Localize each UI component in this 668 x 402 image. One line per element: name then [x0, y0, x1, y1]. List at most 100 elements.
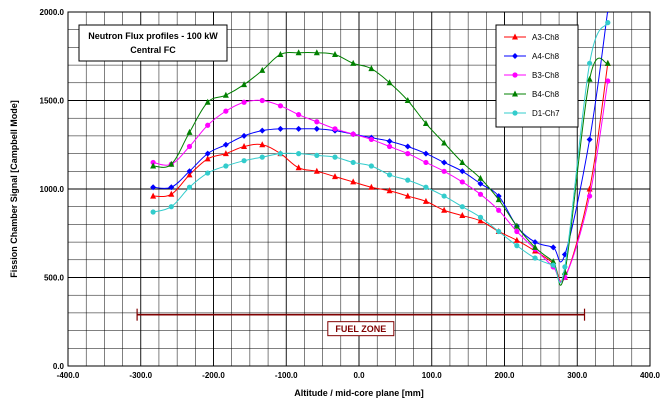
data-point-a3-ch8	[150, 192, 157, 199]
x-tick-label: 0.0	[353, 371, 365, 380]
data-point-b3-ch8	[368, 136, 374, 143]
data-point-b3-ch8	[496, 207, 502, 213]
data-point-a3-ch8	[168, 190, 175, 197]
legend-marker	[512, 33, 518, 40]
data-point-b3-ch8	[277, 103, 284, 109]
data-point-b3-ch8	[459, 179, 465, 185]
data-point-b4-ch8	[241, 81, 248, 88]
data-point-a4-ch8	[204, 150, 211, 157]
data-point-b3-ch8	[241, 99, 247, 105]
data-point-a3-ch8	[259, 141, 266, 148]
data-point-a4-ch8	[277, 125, 284, 132]
x-tick-label: 200.0	[494, 371, 515, 380]
data-point-a4-ch8	[404, 143, 411, 150]
fuel-zone-label-box	[327, 321, 395, 337]
data-point-d1-ch7	[277, 151, 284, 157]
series-line-b3-ch8	[153, 80, 609, 283]
chart-title-box: Neutron Flux profiles - 100 kW Central F…	[78, 24, 228, 62]
data-point-b3-ch8	[259, 97, 265, 104]
chart-title-line-1: Neutron Flux profiles - 100 kW	[88, 31, 218, 41]
plot-frame	[67, 11, 651, 367]
legend-item-a4-ch8: A4-Ch8	[504, 52, 560, 61]
data-point-d1-ch7	[441, 193, 447, 199]
y-axis-ticks: 0.0 500.0 1000.0 1500.0 2000.0	[40, 8, 65, 371]
data-point-d1-ch7	[605, 20, 611, 26]
data-point-b3-ch8	[423, 159, 429, 166]
data-point-b4-ch8	[331, 50, 338, 57]
data-point-d1-ch7	[350, 159, 356, 166]
y-tick-label: 500.0	[44, 274, 65, 283]
data-point-d1-ch7	[186, 184, 193, 190]
data-point-a3-ch8	[186, 171, 193, 178]
data-point-d1-ch7	[168, 204, 174, 210]
x-tick-label: -200.0	[202, 371, 225, 380]
data-point-b4-ch8	[604, 59, 611, 66]
data-point-b3-ch8	[296, 112, 302, 118]
data-point-d1-ch7	[532, 255, 538, 261]
data-point-d1-ch7	[477, 214, 484, 220]
data-point-b4-ch8	[422, 120, 429, 127]
data-point-a4-ch8	[241, 132, 248, 139]
data-point-d1-ch7	[332, 154, 338, 160]
data-point-d1-ch7	[550, 262, 556, 268]
data-point-d1-ch7	[296, 151, 302, 157]
data-point-b3-ch8	[386, 143, 393, 150]
data-point-d1-ch7	[405, 177, 411, 183]
data-point-b4-ch8	[441, 139, 448, 146]
data-point-b3-ch8	[350, 131, 356, 137]
data-point-b4-ch8	[368, 65, 375, 72]
data-point-b4-ch8	[259, 66, 266, 73]
data-point-b4-ch8	[459, 158, 466, 165]
data-point-a3-ch8	[222, 150, 229, 157]
fuel-zone-annotation: FUEL ZONE	[136, 308, 586, 337]
data-point-b4-ch8	[168, 160, 175, 167]
legend-item-a3-ch8: A3-Ch8	[504, 33, 560, 42]
data-point-a3-ch8	[422, 197, 429, 204]
legend-marker	[512, 53, 518, 59]
fuel-zone-label: FUEL ZONE	[335, 324, 386, 334]
data-point-a3-ch8	[331, 173, 338, 180]
y-tick-label: 0.0	[53, 362, 65, 371]
data-point-a4-ch8	[606, 12, 610, 14]
legend-marker	[512, 72, 518, 78]
data-point-b3-ch8	[332, 126, 338, 132]
data-point-a3-ch8	[404, 192, 411, 199]
x-tick-label: 300.0	[567, 371, 588, 380]
legend-marker	[512, 110, 518, 116]
data-point-b4-ch8	[386, 79, 393, 86]
legend-label: A4-Ch8	[532, 52, 560, 61]
data-point-a3-ch8	[441, 206, 448, 213]
data-point-a4-ch8	[259, 127, 266, 134]
data-point-b4-ch8	[277, 50, 284, 57]
data-point-a3-ch8	[204, 155, 211, 162]
data-point-b4-ch8	[550, 258, 557, 265]
data-point-b4-ch8	[532, 243, 539, 250]
data-point-b3-ch8	[150, 159, 156, 166]
series-b3-ch8	[150, 78, 611, 283]
data-point-b3-ch8	[477, 191, 484, 197]
data-point-a4-ch8	[586, 136, 593, 143]
legend-label: B4-Ch8	[532, 90, 560, 99]
data-point-d1-ch7	[514, 243, 520, 249]
data-point-d1-ch7	[259, 154, 265, 160]
data-point-b4-ch8	[295, 49, 302, 56]
x-tick-label: 400.0	[640, 371, 661, 380]
data-point-b3-ch8	[441, 168, 447, 174]
data-point-b3-ch8	[223, 108, 229, 114]
data-point-a4-ch8	[168, 184, 175, 191]
data-point-b4-ch8	[586, 75, 593, 82]
legend-marker	[512, 90, 518, 97]
data-point-a3-ch8	[513, 236, 520, 243]
data-point-b4-ch8	[313, 49, 320, 56]
data-point-a4-ch8	[441, 159, 448, 166]
data-point-a3-ch8	[477, 217, 484, 224]
data-point-b3-ch8	[405, 151, 411, 157]
data-point-d1-ch7	[423, 184, 429, 190]
data-point-b4-ch8	[477, 174, 484, 181]
y-tick-label: 1500.0	[40, 97, 65, 106]
y-axis-title: Fission Chamber Signal [Campbell Mode]	[9, 100, 19, 278]
data-point-a4-ch8	[222, 141, 229, 148]
data-point-a3-ch8	[459, 212, 466, 219]
data-point-d1-ch7	[150, 209, 156, 215]
